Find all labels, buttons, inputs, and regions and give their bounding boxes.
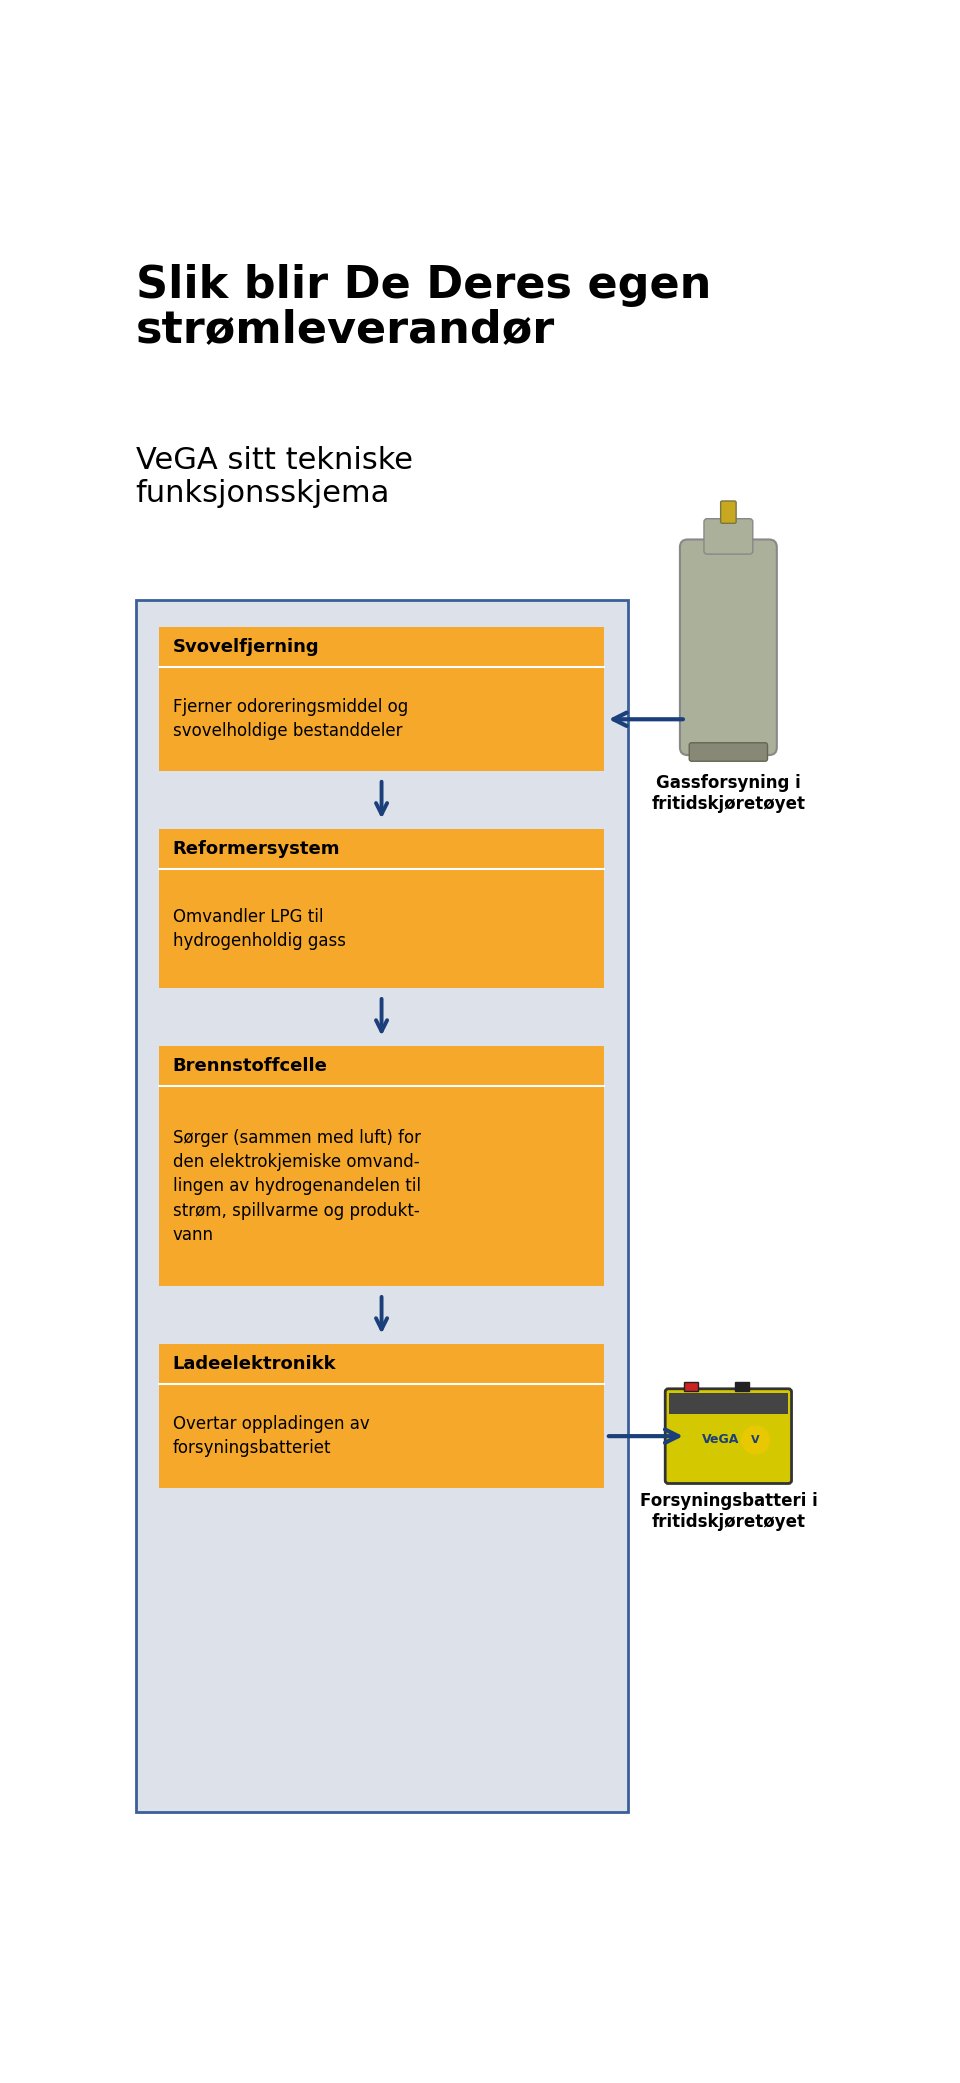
FancyBboxPatch shape [158, 869, 605, 989]
FancyBboxPatch shape [734, 1381, 749, 1391]
Text: Overtar oppladingen av
forsyningsbatteriet: Overtar oppladingen av forsyningsbatteri… [173, 1414, 370, 1458]
Text: Omvandler LPG til
hydrogenholdig gass: Omvandler LPG til hydrogenholdig gass [173, 908, 346, 950]
FancyBboxPatch shape [135, 600, 628, 1812]
Circle shape [741, 1427, 770, 1454]
FancyBboxPatch shape [689, 744, 767, 760]
FancyBboxPatch shape [158, 667, 605, 771]
FancyBboxPatch shape [680, 539, 777, 754]
Text: Brennstoffcelle: Brennstoffcelle [173, 1058, 327, 1075]
FancyBboxPatch shape [158, 1085, 605, 1287]
FancyBboxPatch shape [665, 1389, 792, 1483]
FancyBboxPatch shape [704, 519, 753, 554]
Text: VeGA: VeGA [702, 1433, 739, 1446]
FancyBboxPatch shape [721, 502, 736, 523]
Text: VeGA sitt tekniske
funksjonsskjema: VeGA sitt tekniske funksjonsskjema [135, 446, 413, 508]
Text: Sørger (sammen med luft) for
den elektrokjemiske omvand-
lingen av hydrogenandel: Sørger (sammen med luft) for den elektro… [173, 1129, 420, 1244]
Text: V: V [751, 1435, 759, 1446]
FancyBboxPatch shape [669, 1394, 787, 1414]
Text: Svovelfjerning: Svovelfjerning [173, 637, 320, 656]
FancyBboxPatch shape [158, 1046, 605, 1085]
Text: Ladeelektronikk: Ladeelektronikk [173, 1356, 336, 1373]
FancyBboxPatch shape [158, 829, 605, 869]
FancyBboxPatch shape [684, 1381, 698, 1391]
Text: Gassforsyning i
fritidskjøretøyet: Gassforsyning i fritidskjøretøyet [652, 775, 805, 812]
Text: Forsyningsbatteri i
fritidskjøretøyet: Forsyningsbatteri i fritidskjøretøyet [639, 1491, 817, 1531]
FancyBboxPatch shape [158, 1385, 605, 1487]
Text: Reformersystem: Reformersystem [173, 839, 340, 858]
Text: Slik blir De Deres egen
strømleverandør: Slik blir De Deres egen strømleverandør [135, 265, 710, 352]
FancyBboxPatch shape [158, 627, 605, 667]
Text: Fjerner odoreringsmiddel og
svovelholdige bestanddeler: Fjerner odoreringsmiddel og svovelholdig… [173, 698, 408, 739]
FancyBboxPatch shape [158, 1344, 605, 1385]
